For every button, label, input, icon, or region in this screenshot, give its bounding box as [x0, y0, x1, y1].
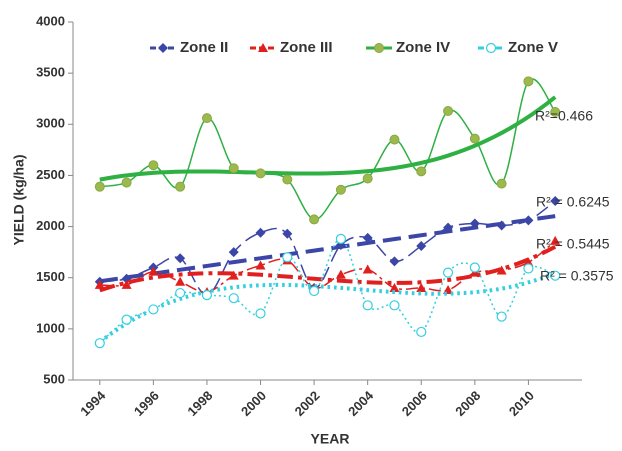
legend-label: Zone V — [508, 39, 558, 56]
marker — [443, 222, 454, 233]
marker — [469, 133, 480, 144]
marker — [282, 174, 293, 185]
y-tick-label: 2500 — [36, 167, 65, 182]
marker — [550, 270, 561, 281]
legend-label: Zone IV — [396, 39, 450, 56]
marker — [175, 253, 186, 264]
y-tick-label: 1000 — [36, 320, 65, 335]
marker — [201, 290, 213, 301]
legend-label: Zone III — [280, 39, 333, 56]
legend-marker — [485, 42, 497, 54]
marker — [389, 282, 400, 292]
marker — [362, 173, 373, 184]
marker — [148, 266, 159, 276]
marker — [309, 214, 320, 225]
marker — [362, 264, 373, 274]
marker — [443, 105, 454, 116]
marker — [523, 263, 534, 274]
y-tick-label: 500 — [43, 371, 65, 386]
marker — [121, 279, 132, 289]
marker — [282, 228, 293, 239]
trend-label: R² = 0.5445 — [536, 236, 610, 252]
marker — [389, 256, 400, 267]
y-axis-label: YIELD (kg/ha) — [11, 154, 27, 245]
marker — [94, 279, 105, 289]
marker — [309, 285, 320, 297]
marker — [469, 218, 480, 229]
marker — [228, 163, 239, 174]
trend-label: R² = 0.6245 — [536, 194, 610, 210]
marker — [175, 181, 186, 192]
marker — [228, 270, 239, 280]
marker — [550, 107, 561, 118]
marker — [389, 300, 400, 311]
y-tick-label: 1500 — [36, 269, 65, 284]
marker — [201, 113, 212, 124]
marker — [389, 134, 400, 145]
marker — [121, 314, 132, 325]
marker — [282, 252, 293, 263]
marker — [255, 260, 266, 270]
marker — [442, 267, 454, 278]
marker — [496, 311, 507, 322]
marker — [255, 227, 266, 238]
marker — [416, 326, 427, 338]
marker — [255, 168, 266, 179]
legend-marker — [374, 43, 384, 53]
marker — [523, 215, 534, 226]
marker — [523, 76, 534, 87]
marker — [335, 269, 346, 279]
y-tick-label: 3500 — [36, 65, 65, 80]
marker — [175, 287, 186, 299]
marker — [496, 178, 507, 189]
legend-marker — [258, 43, 268, 52]
x-axis-label: YEAR — [311, 431, 350, 447]
marker — [121, 177, 132, 188]
marker — [416, 241, 427, 252]
marker — [469, 262, 480, 273]
marker — [175, 276, 186, 286]
marker — [255, 308, 266, 319]
marker — [416, 166, 427, 177]
trend-line — [98, 271, 556, 344]
legend-marker — [158, 43, 168, 53]
y-tick-label: 4000 — [36, 13, 65, 28]
y-tick-label: 3000 — [36, 116, 65, 131]
trend-label: R² = 0.3575 — [540, 268, 614, 284]
trend-label: R²=0.466 — [535, 108, 593, 124]
y-tick-label: 2000 — [36, 218, 65, 233]
marker — [228, 293, 239, 304]
marker — [148, 304, 159, 315]
marker — [335, 233, 346, 244]
marker — [496, 265, 507, 275]
trend-line — [99, 244, 557, 293]
marker — [550, 196, 561, 206]
marker — [496, 220, 507, 231]
trend-line — [99, 95, 557, 182]
marker — [335, 184, 346, 195]
marker — [148, 160, 159, 171]
marker — [94, 181, 105, 192]
marker — [94, 338, 105, 349]
marker — [362, 300, 373, 311]
marker — [550, 235, 561, 245]
marker — [228, 247, 239, 258]
legend-label: Zone II — [180, 39, 228, 56]
marker — [362, 232, 373, 243]
marker — [416, 282, 427, 292]
